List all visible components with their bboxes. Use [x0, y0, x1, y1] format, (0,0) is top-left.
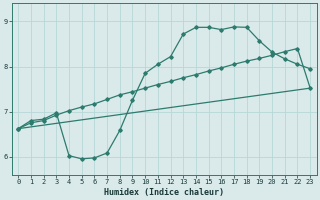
X-axis label: Humidex (Indice chaleur): Humidex (Indice chaleur) [104, 188, 224, 197]
